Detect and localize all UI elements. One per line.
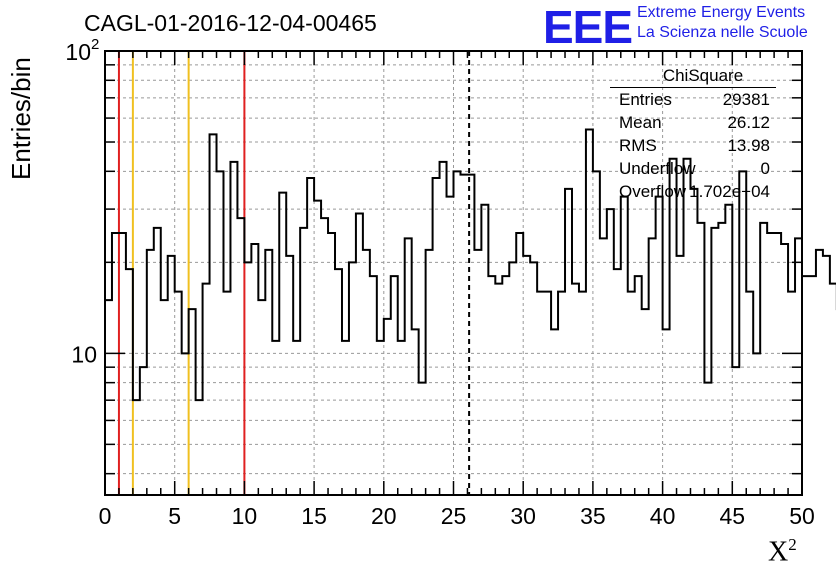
eee-logo: EEE [543, 1, 633, 53]
stats-row-overflow: Overflow 1.702e+04 [610, 182, 776, 205]
stats-label: Mean [619, 113, 662, 132]
stats-value: 0 [760, 159, 770, 178]
x-tick-label: 20 [371, 503, 397, 529]
x-axis: 0 5 10 15 20 25 30 35 40 45 50 [99, 51, 815, 529]
x-tick-label: 15 [301, 503, 327, 529]
stats-row-entries: Entries 29381 [610, 90, 776, 113]
y-tick-label: 10 [65, 39, 91, 65]
x-tick-label: 50 [789, 503, 815, 529]
stats-value: 13.98 [727, 136, 770, 155]
x-tick-label: 25 [441, 503, 467, 529]
x-axis-label: X2 [768, 535, 797, 568]
stats-box: ChiSquare Entries 29381 Mean 26.12 RMS 1… [610, 66, 776, 205]
y-tick-label-sup: 2 [91, 36, 99, 53]
stats-divider [610, 87, 776, 88]
stats-row-rms: RMS 13.98 [610, 136, 776, 159]
stats-row-underflow: Underflow 0 [610, 159, 776, 182]
x-tick-label: 5 [168, 503, 181, 529]
x-tick-label: 40 [650, 503, 676, 529]
stats-label: Overflow [619, 182, 687, 201]
x-axis-label-base: X [768, 536, 789, 568]
y-tick-label: 10 [71, 341, 97, 367]
x-axis-label-sup: 2 [788, 535, 797, 554]
x-tick-label: 0 [99, 503, 112, 529]
logo-line-2: La Scienza nelle Scuole [637, 24, 808, 41]
logo-line-1: Extreme Energy Events [637, 4, 806, 21]
chart-title: CAGL-01-2016-12-04-00465 [84, 10, 377, 36]
stats-label: RMS [619, 136, 657, 155]
stats-title: ChiSquare [662, 66, 744, 85]
stats-row-mean: Mean 26.12 [610, 113, 776, 136]
stats-label: Entries [619, 90, 672, 109]
stats-value: 1.702e+04 [689, 182, 770, 201]
stats-value: 26.12 [727, 113, 770, 132]
stats-label: Underflow [619, 159, 696, 178]
stats-value: 29381 [722, 90, 770, 109]
y-axis-label: Entries/bin [6, 57, 36, 180]
x-tick-label: 45 [720, 503, 746, 529]
x-tick-label: 10 [232, 503, 258, 529]
x-tick-label: 35 [580, 503, 606, 529]
x-tick-label: 30 [510, 503, 536, 529]
